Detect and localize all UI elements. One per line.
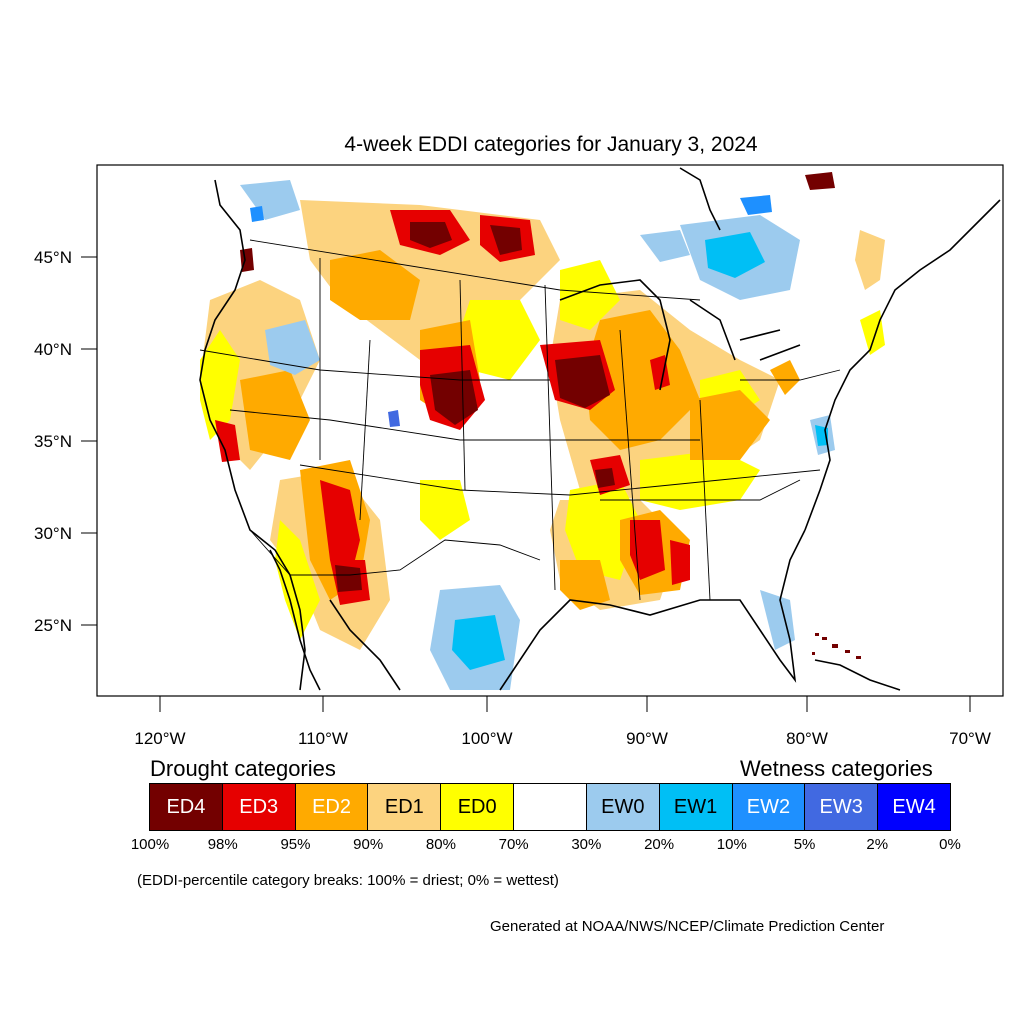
lon-label: 120°W — [134, 729, 185, 748]
lon-label: 70°W — [949, 729, 991, 748]
legend-swatch: ED3 — [222, 784, 296, 830]
map-frame — [96, 164, 1004, 697]
legend-tick-label: 98% — [207, 836, 238, 853]
legend-swatch — [514, 784, 587, 830]
map-title: 4-week EDDI categories for January 3, 20… — [344, 133, 758, 156]
category-note: (EDDI-percentile category breaks: 100% =… — [137, 872, 559, 889]
legend-bar: ED4 ED3 ED2 ED1 ED0 EW0 EW1 EW2 EW3 EW4 — [149, 783, 951, 831]
legend-tick-label: 10% — [716, 836, 747, 853]
wetness-heading: Wetness categories — [740, 756, 933, 781]
legend-ticks: 100% 98% 95% 90% 80% 70% 30% 20% 10% 5% 2% 0% — [0, 836, 1024, 858]
lon-axis: 120°W 110°W 100°W 90°W 80°W 70°W — [134, 696, 991, 748]
west-coast — [199, 179, 306, 691]
legend-swatch: ED1 — [368, 784, 442, 830]
drought-heading: Drought categories — [150, 756, 336, 781]
hudson-bay — [679, 167, 721, 231]
legend-tick-label: 80% — [425, 836, 456, 853]
mexico-gulf-coast — [329, 599, 401, 691]
legend-swatch: ED2 — [295, 784, 369, 830]
coastlines — [199, 167, 1001, 691]
legend-swatch: EW3 — [805, 784, 879, 830]
cuba — [814, 659, 901, 691]
state-borders — [199, 239, 841, 601]
east-coast — [804, 199, 1001, 531]
legend-tick-label: 70% — [498, 836, 529, 853]
legend-tick-label: 100% — [130, 836, 170, 853]
ew1-areas — [452, 232, 828, 670]
legend-tick-label: 0% — [939, 836, 961, 853]
legend-tick-label: 20% — [644, 836, 675, 853]
legend-swatch: ED0 — [441, 784, 515, 830]
baja-coast — [269, 549, 321, 691]
ew2-areas — [250, 195, 772, 222]
legend-swatch: EW4 — [878, 784, 950, 830]
lon-label: 110°W — [298, 729, 348, 748]
lat-label: 30°N — [34, 524, 72, 543]
ew3-areas — [388, 410, 400, 427]
legend-tick-label: 95% — [280, 836, 311, 853]
legend-tick-label: 90% — [353, 836, 384, 853]
legend-swatch: ED4 — [150, 784, 223, 830]
legend-swatch: EW2 — [732, 784, 806, 830]
legend-tick-label: 5% — [793, 836, 816, 853]
lat-label: 25°N — [34, 616, 72, 635]
legend-tick-label: 2% — [866, 836, 889, 853]
data-domain — [200, 172, 885, 690]
legend-tick-label: 30% — [571, 836, 602, 853]
caribbean-speckle — [812, 633, 861, 659]
map-area — [199, 167, 1001, 691]
great-lakes — [559, 279, 801, 391]
legend-swatch: EW0 — [586, 784, 660, 830]
gulf-coast — [499, 529, 806, 691]
lon-label: 90°W — [626, 729, 668, 748]
lat-label: 45°N — [34, 248, 72, 267]
lat-axis: 45°N 40°N 35°N 30°N 25°N — [34, 248, 97, 635]
lon-label: 100°W — [461, 729, 512, 748]
lat-label: 40°N — [34, 340, 72, 359]
ed4-areas — [240, 172, 835, 592]
legend-swatch: EW1 — [659, 784, 733, 830]
credit-line: Generated at NOAA/NWS/NCEP/Climate Predi… — [490, 918, 885, 935]
lon-label: 80°W — [786, 729, 828, 748]
lat-label: 35°N — [34, 432, 72, 451]
